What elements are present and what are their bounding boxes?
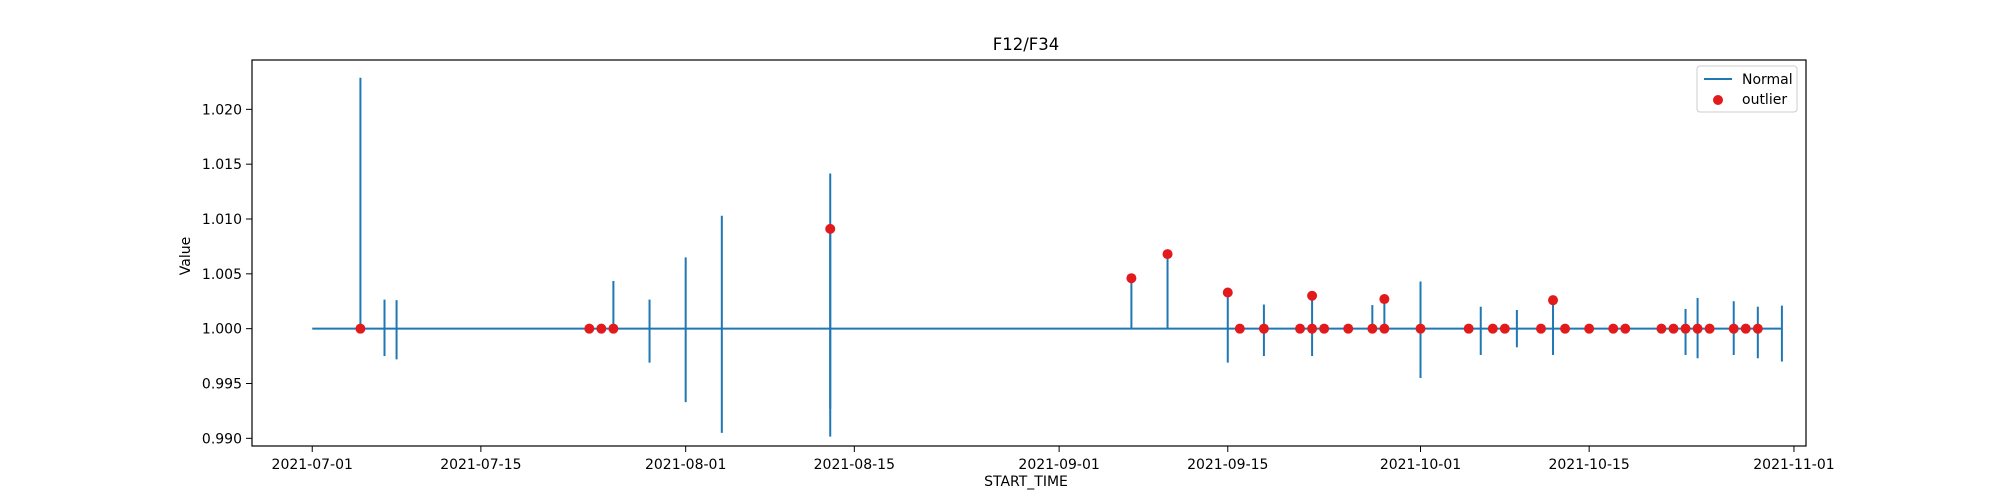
outlier-point (1535, 323, 1546, 334)
outlier-point (584, 323, 595, 334)
outlier-point (1463, 323, 1474, 334)
x-tick-label: 2021-10-15 (1548, 457, 1629, 473)
x-tick-label: 2021-08-01 (645, 457, 726, 473)
outlier-point (1319, 323, 1330, 334)
outlier-point (1620, 323, 1631, 334)
x-tick-label: 2021-11-01 (1753, 457, 1834, 473)
y-tick-label: 0.990 (202, 431, 242, 447)
y-tick-label: 1.020 (202, 102, 242, 118)
outlier-point (1728, 323, 1739, 334)
outlier-series (355, 223, 1763, 334)
outlier-point (1548, 295, 1559, 306)
outlier-point (1752, 323, 1763, 334)
outlier-point (1379, 323, 1390, 334)
outlier-point (1222, 287, 1233, 298)
x-tick-label: 2021-08-15 (814, 457, 895, 473)
outlier-point (1680, 323, 1691, 334)
x-tick-label: 2021-07-01 (272, 457, 353, 473)
x-tick-label: 2021-07-15 (440, 457, 521, 473)
y-tick-label: 1.015 (202, 157, 242, 173)
legend-normal-label: Normal (1742, 72, 1793, 88)
plot-area (312, 77, 1783, 437)
outlier-point (1668, 323, 1679, 334)
outlier-point (1162, 249, 1173, 260)
outlier-point (1295, 323, 1306, 334)
outlier-point (1487, 323, 1498, 334)
outlier-point (1656, 323, 1667, 334)
outlier-point (1560, 323, 1571, 334)
outlier-point (1367, 323, 1378, 334)
outlier-point (1343, 323, 1354, 334)
chart-title: F12/F34 (993, 35, 1060, 54)
outlier-point (1499, 323, 1510, 334)
outlier-point (1307, 323, 1318, 334)
legend-outlier-dot-icon (1713, 95, 1723, 105)
outlier-point (1704, 323, 1715, 334)
outlier-point (355, 323, 366, 334)
outlier-point (1740, 323, 1751, 334)
y-tick-label: 1.010 (202, 212, 242, 228)
y-tick-label: 0.995 (202, 376, 242, 392)
outlier-point (596, 323, 607, 334)
outlier-point (1126, 273, 1137, 284)
outlier-point (1258, 323, 1269, 334)
x-axis-title: START_TIME (984, 474, 1068, 490)
outlier-point (1234, 323, 1245, 334)
plot-frame (251, 59, 1807, 447)
x-tick-label: 2021-10-01 (1380, 457, 1461, 473)
x-tick-label: 2021-09-15 (1187, 457, 1268, 473)
outlier-point (1379, 294, 1390, 305)
y-axis: 0.990 0.995 1.000 1.005 1.010 1.015 1.020 (202, 102, 252, 447)
x-axis: 2021-07-01 2021-07-15 2021-08-01 2021-08-15… (272, 446, 1835, 473)
outlier-point (1307, 290, 1318, 301)
outlier-point (825, 223, 836, 234)
outlier-point (1692, 323, 1703, 334)
outlier-point (1415, 323, 1426, 334)
y-axis-title: Value (178, 237, 194, 275)
y-tick-label: 1.005 (202, 267, 242, 283)
outlier-point (608, 323, 619, 334)
legend: Normal outlier (1696, 65, 1798, 113)
y-tick-label: 1.000 (202, 322, 242, 338)
legend-outlier-label: outlier (1742, 92, 1787, 108)
x-tick-label: 2021-09-01 (1018, 457, 1099, 473)
outlier-point (1584, 323, 1595, 334)
outlier-point (1608, 323, 1619, 334)
